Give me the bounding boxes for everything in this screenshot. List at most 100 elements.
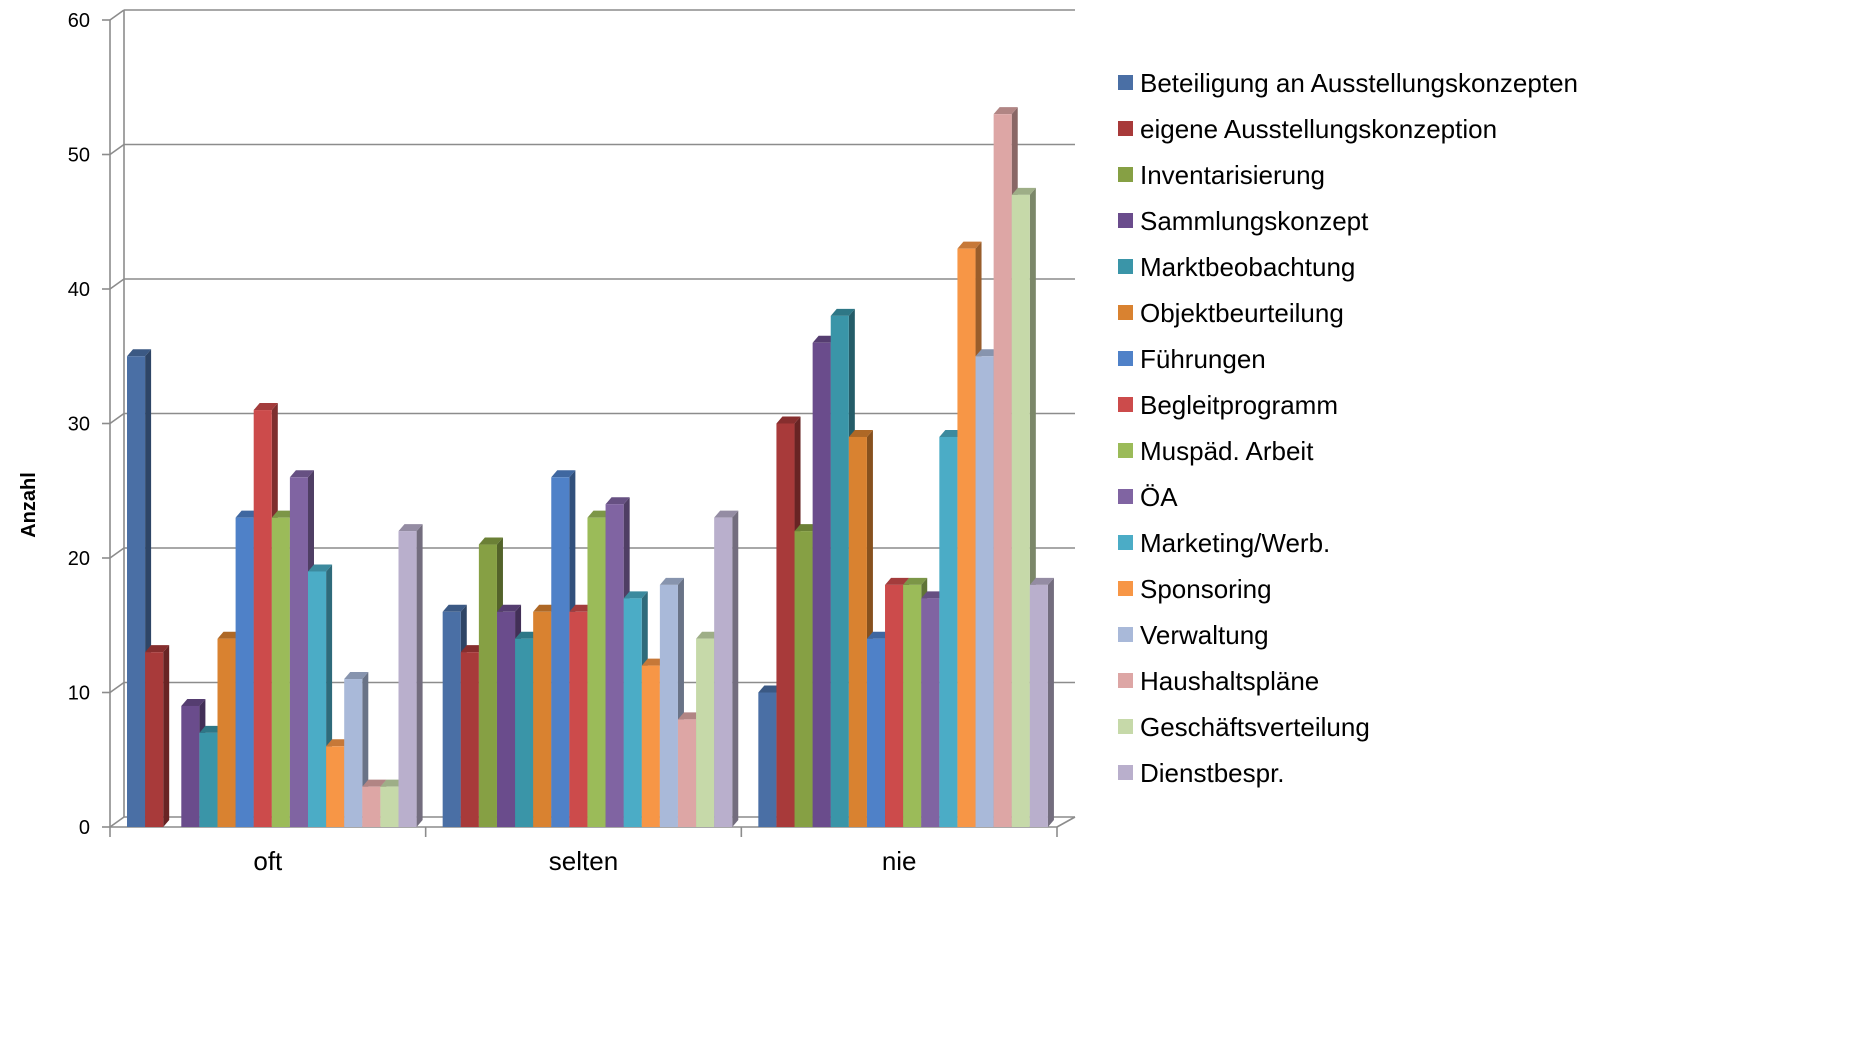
legend-item: Verwaltung	[1118, 620, 1269, 650]
bar-top	[605, 497, 630, 505]
y-tick-label: 30	[68, 414, 90, 436]
legend-label: Beteiligung an Ausstellungskonzepten	[1140, 68, 1578, 98]
legend-swatch	[1118, 673, 1133, 688]
legend-swatch	[1118, 535, 1133, 550]
bar-top	[677, 712, 703, 720]
bar-front	[957, 248, 976, 827]
legend-label: eigene Ausstellungskonzeption	[1140, 114, 1497, 144]
bar	[145, 645, 170, 827]
legend-label: Führungen	[1140, 344, 1266, 374]
gridline-depth	[109, 412, 125, 425]
bar-front	[308, 571, 327, 827]
bar-top	[776, 416, 801, 424]
y-tick-label: 10	[68, 683, 90, 705]
legend-swatch	[1118, 121, 1133, 136]
bar-front	[587, 517, 606, 827]
bar-front	[442, 611, 461, 827]
bar-top	[145, 645, 170, 653]
y-tick-label: 20	[68, 548, 90, 570]
y-axis-title: Anzahl	[18, 472, 40, 538]
x-tick-label: selten	[549, 846, 618, 876]
bar-front	[253, 410, 272, 827]
bar-front	[866, 638, 886, 827]
legend-swatch	[1118, 765, 1133, 780]
legend-label: Marketing/Werb.	[1140, 528, 1330, 558]
bar-front	[848, 436, 867, 827]
bar	[1029, 577, 1054, 827]
legend-item: Geschäftsverteilung	[1118, 712, 1370, 742]
bar-front	[812, 342, 831, 827]
bar	[714, 510, 739, 827]
bar-front	[993, 114, 1012, 827]
bar-top	[442, 604, 467, 612]
bar-side	[1047, 577, 1054, 827]
gridline-depth	[109, 681, 125, 694]
legend-swatch	[1118, 719, 1133, 734]
gridline-depth	[109, 278, 125, 290]
bar-top	[714, 510, 739, 518]
legend-item: Marketing/Werb.	[1118, 528, 1330, 558]
x-axis-depth	[1056, 816, 1076, 828]
bar-top	[848, 429, 873, 437]
legend-swatch	[1118, 305, 1133, 320]
legend-item: Dienstbespr.	[1118, 758, 1285, 788]
bar-front	[145, 652, 164, 827]
bar-front	[127, 356, 146, 827]
bar-front	[659, 584, 678, 827]
bar-front	[362, 786, 381, 827]
bar-top	[326, 739, 351, 747]
legend-swatch	[1118, 259, 1133, 274]
bar-top	[921, 591, 946, 599]
bar-front	[289, 477, 308, 827]
x-tick-label: oft	[253, 846, 283, 876]
legend-item: Inventarisierung	[1118, 160, 1325, 190]
gridline-depth	[109, 816, 125, 828]
bar-front	[605, 504, 624, 827]
bar-top	[587, 510, 612, 518]
legend-item: Begleitprogramm	[1118, 390, 1338, 420]
bar-front	[975, 356, 994, 827]
bar-top	[569, 604, 594, 612]
bar-top	[903, 577, 928, 585]
legend-label: Sponsoring	[1140, 574, 1272, 604]
bar-front	[380, 786, 399, 827]
bar-front	[398, 531, 417, 827]
bar-top	[866, 631, 892, 639]
bar-top	[181, 698, 206, 706]
legend-swatch	[1118, 443, 1133, 458]
bar-front	[326, 746, 345, 827]
bar-front	[714, 517, 733, 827]
bar-front	[235, 517, 254, 827]
bar-top	[253, 403, 278, 411]
y-tick-label: 50	[68, 145, 90, 167]
legend: Beteiligung an Ausstellungskonzepten eige…	[1118, 68, 1578, 788]
bar-top	[830, 308, 855, 316]
bar-top	[344, 672, 369, 680]
bar-top	[533, 604, 558, 612]
legend-label: Geschäftsverteilung	[1140, 712, 1370, 742]
bar-front	[533, 611, 552, 827]
legend-swatch	[1118, 627, 1133, 642]
bar-top	[271, 510, 296, 518]
bar	[398, 524, 423, 827]
bar-front	[921, 598, 940, 827]
legend-label: Marktbeobachtung	[1140, 252, 1355, 282]
bar-top	[199, 725, 224, 733]
legend-label: Objektbeurteilung	[1140, 298, 1344, 328]
legend-item: eigene Ausstellungskonzeption	[1118, 114, 1497, 144]
gridline-depth	[109, 143, 125, 156]
bar-front	[496, 611, 516, 827]
bar-top	[478, 537, 503, 545]
legend-label: Sammlungskonzept	[1140, 206, 1369, 236]
bar-top	[696, 631, 721, 639]
legend-item: ÖA	[1118, 482, 1178, 512]
bar-side	[416, 524, 423, 827]
bar-front	[677, 719, 697, 827]
bar-top	[289, 470, 314, 478]
legend-label: Muspäd. Arbeit	[1140, 436, 1314, 466]
legend-swatch	[1118, 489, 1133, 504]
bar-front	[344, 679, 363, 827]
bar-front	[1029, 584, 1048, 827]
legend-label: Begleitprogramm	[1140, 390, 1338, 420]
bar-side	[163, 645, 170, 827]
